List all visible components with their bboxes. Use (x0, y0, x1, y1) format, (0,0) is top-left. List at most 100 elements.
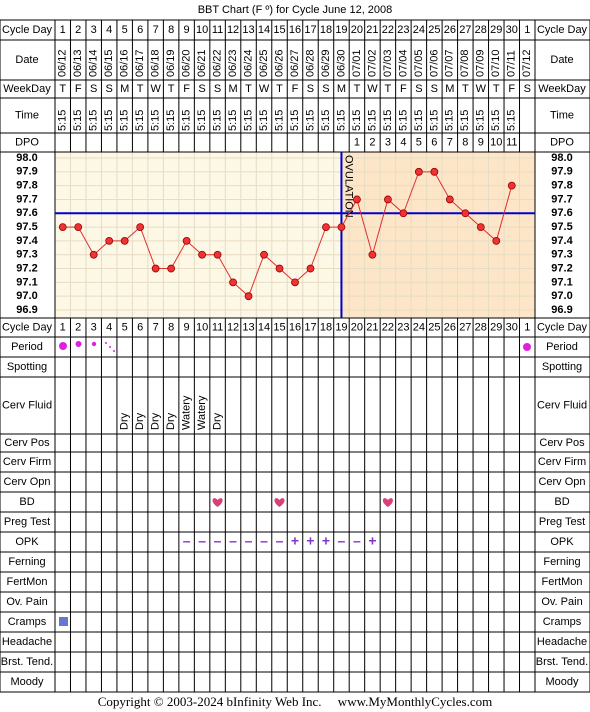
period-heavy (59, 342, 67, 350)
cycle-day: 15 (273, 321, 285, 333)
weekday: T (137, 83, 144, 95)
time: 5:15 (304, 110, 316, 131)
cycle-day: 22 (382, 321, 394, 333)
opk: + (306, 533, 314, 549)
row-label: Cycle Day (537, 321, 588, 333)
time: 5:15 (428, 110, 440, 131)
temperature-point (384, 195, 392, 204)
post-ovulation-bg (341, 152, 535, 318)
cycle-day: 28 (475, 24, 487, 36)
y-tick-label: 97.0 (551, 290, 572, 302)
row-label: Date (550, 54, 573, 66)
opk: – (183, 533, 191, 549)
time: 5:15 (320, 110, 332, 131)
chart-title: BBT Chart (F º) for Cycle June 12, 2008 (198, 4, 393, 16)
footer: Copyright © 2003-2024 bInfinity Web Inc.… (98, 694, 492, 709)
opk: – (338, 533, 346, 549)
temperature-point (461, 209, 470, 218)
cycle-day: 28 (475, 321, 487, 333)
temperature-point (337, 223, 346, 231)
y-tick-label: 97.4 (551, 235, 573, 247)
temperature-point (353, 195, 361, 204)
opk: – (245, 533, 253, 549)
cycle-day: 26 (444, 24, 456, 36)
cycle-day: 19 (335, 24, 347, 36)
date: 06/16 (119, 49, 131, 77)
temperature-point (74, 223, 83, 231)
cerv-fluid: Watery (181, 395, 193, 430)
temperature-point (306, 264, 315, 273)
cerv-fluid: Dry (119, 412, 131, 430)
temperature-point (430, 167, 439, 176)
date: 07/05 (413, 49, 425, 77)
weekday: T (245, 83, 252, 95)
temperature-point (507, 181, 516, 190)
cycle-day: 30 (506, 321, 518, 333)
y-tick-label: 97.4 (16, 235, 38, 247)
time: 5:15 (165, 110, 177, 131)
y-tick-label: 96.9 (16, 304, 37, 316)
time: 5:15 (119, 110, 131, 131)
date: 07/11 (506, 50, 518, 77)
date: 06/15 (103, 49, 115, 77)
cycle-day: 5 (122, 321, 128, 333)
period-spot (105, 342, 107, 344)
y-tick-label: 97.8 (551, 180, 572, 192)
row-label: Cerv Opn (538, 476, 585, 488)
time: 5:15 (57, 110, 69, 131)
time: 5:15 (413, 110, 425, 131)
temperature-point (229, 278, 237, 287)
date: 06/29 (320, 49, 332, 77)
weekday: W (259, 83, 270, 95)
time: 5:15 (444, 110, 456, 131)
y-tick-label: 98.0 (16, 152, 37, 164)
cycle-day: 29 (490, 24, 502, 36)
cycle-day: 1 (60, 321, 66, 333)
row-label: Cramps (8, 616, 47, 628)
row-label: Cerv Fluid (2, 399, 52, 411)
y-tick-label: 98.0 (551, 152, 572, 164)
time: 5:15 (273, 110, 285, 131)
date: 06/18 (150, 49, 162, 77)
cycle-day: 13 (242, 321, 254, 333)
weekday: M (445, 83, 454, 95)
row-label: DPO (550, 136, 574, 148)
dpo: 7 (447, 136, 453, 148)
cycle-day: 3 (91, 24, 97, 36)
date: 07/08 (459, 49, 471, 77)
date: 07/09 (475, 49, 487, 77)
time: 5:15 (366, 110, 378, 131)
date: 06/30 (335, 49, 347, 77)
weekday: M (228, 83, 237, 95)
weekday: S (431, 83, 438, 95)
row-label: Preg Test (4, 516, 50, 528)
weekday: T (493, 83, 500, 95)
date: 06/17 (134, 49, 146, 77)
row-label: Headache (2, 636, 52, 648)
opk: + (291, 533, 299, 549)
temperature-point (136, 223, 145, 231)
time: 5:15 (134, 110, 146, 131)
row-label: Period (11, 341, 43, 353)
time: 5:15 (289, 110, 301, 131)
date: 06/28 (304, 49, 316, 77)
bd-heart (274, 498, 285, 507)
cycle-day: 30 (506, 24, 518, 36)
date: 07/10 (490, 49, 502, 77)
cycle-day: 27 (459, 321, 471, 333)
row-label: Ferning (543, 556, 580, 568)
row-label: Ov. Pain (541, 596, 582, 608)
period-light (91, 341, 97, 347)
dpo: 9 (478, 136, 484, 148)
time: 5:15 (258, 110, 270, 131)
temperature-point (368, 250, 377, 259)
cycle-day: 1 (524, 321, 530, 333)
weekday: M (337, 83, 346, 95)
row-label: Moody (545, 676, 579, 688)
row-label: Ferning (8, 556, 45, 568)
row-label: Spotting (7, 361, 47, 373)
temperature-point (105, 237, 114, 245)
row-label: DPO (15, 136, 39, 148)
row-label: Brst. Tend. (1, 656, 53, 668)
cycle-day: 14 (258, 24, 270, 36)
